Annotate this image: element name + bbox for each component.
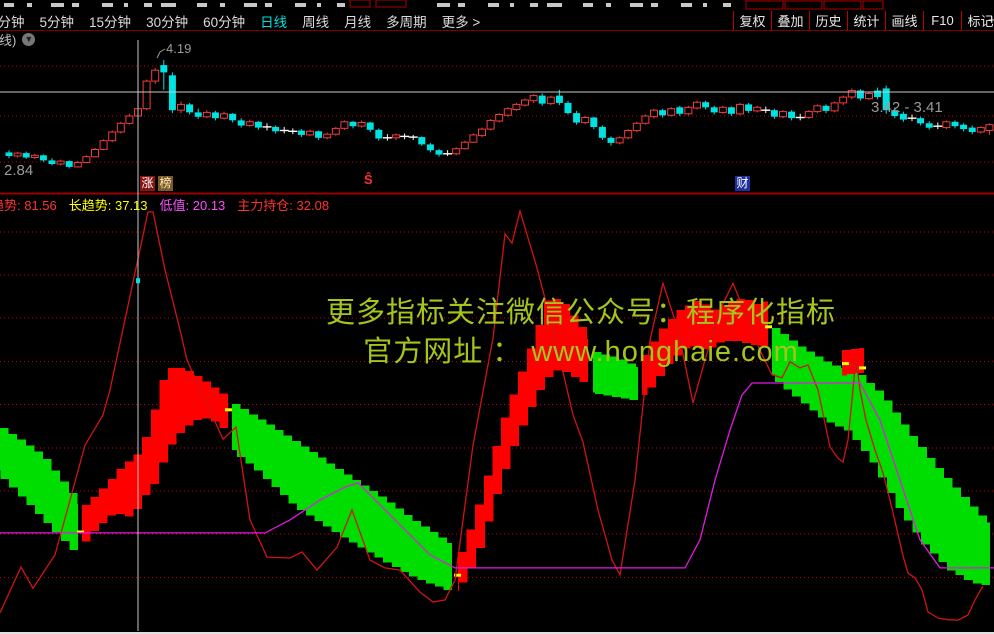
last-price-annotation: 3.42 - 3.41 — [871, 99, 943, 116]
toolbar-plus-fragment[interactable]: + — [988, 12, 994, 27]
ribbon-layer — [0, 298, 990, 593]
indicator-value-label: 低值: 20.13 — [159, 198, 226, 213]
tool-button-F10[interactable]: F10 — [923, 11, 961, 30]
tool-button-叠加[interactable]: 叠加 — [771, 11, 809, 30]
high-price-annotation: 4.19 — [166, 41, 192, 56]
tool-button-画线[interactable]: 画线 — [885, 11, 923, 30]
high-annotation-pointer — [156, 48, 166, 59]
period-tab-周线[interactable]: 周线 — [302, 14, 330, 30]
chart-badge-财: 财 — [735, 176, 750, 191]
indicator-value-label: 趋势: 81.56 — [0, 198, 57, 213]
period-tab-更多 >[interactable]: 更多 > — [441, 14, 481, 30]
indicator-value-label: 长趋势: 37.13 — [68, 198, 148, 213]
indicator-line-趋势 — [0, 208, 984, 621]
period-tab-5分钟[interactable]: 5分钟 — [39, 14, 75, 30]
chevron-down-icon[interactable]: ▼ — [22, 32, 36, 46]
price-gridlines — [0, 65, 994, 163]
crosshair-marker — [136, 278, 140, 284]
tool-button-历史[interactable]: 历史 — [809, 11, 847, 30]
chart-period-label: 日线) — [0, 32, 17, 48]
candles-layer — [5, 60, 994, 169]
clipped-toolbar-fragments — [4, 0, 884, 10]
period-tab-1分钟[interactable]: 1分钟 — [0, 14, 25, 30]
period-tab-月线[interactable]: 月线 — [344, 14, 372, 30]
chart-badge-榜: 榜 — [158, 176, 173, 191]
tool-button-复权[interactable]: 复权 — [733, 11, 771, 30]
period-tab-日线[interactable]: 日线 — [260, 14, 288, 30]
indicator-value-label: 主力持仓: 32.08 — [237, 198, 330, 213]
tool-button-标记[interactable]: 标记 — [961, 11, 994, 30]
period-tab-15分钟[interactable]: 15分钟 — [89, 14, 132, 30]
tool-button-统计[interactable]: 统计 — [847, 11, 885, 30]
chart-period-row: 日线) ▼ — [0, 31, 36, 48]
sell-signal-marker: Ŝ — [364, 172, 373, 187]
window-bottom-border — [0, 632, 994, 634]
crosshair — [0, 40, 994, 631]
signal-ticks — [77, 325, 866, 577]
period-tab-多周期[interactable]: 多周期 — [386, 14, 427, 30]
indicator-header: 趋势: 81.56 长趋势: 37.13 低值: 20.13 主力持仓: 32.08 — [0, 195, 330, 213]
low-price-annotation: 2.84 — [4, 162, 34, 179]
tool-buttons: 复权 叠加 历史 统计 画线 F10 标记 — [733, 11, 994, 30]
indicator-line-低值 — [0, 382, 994, 569]
chart-badge-涨: 涨 — [140, 176, 155, 191]
period-tab-60分钟[interactable]: 60分钟 — [203, 14, 246, 30]
period-tab-30分钟[interactable]: 30分钟 — [146, 14, 189, 30]
